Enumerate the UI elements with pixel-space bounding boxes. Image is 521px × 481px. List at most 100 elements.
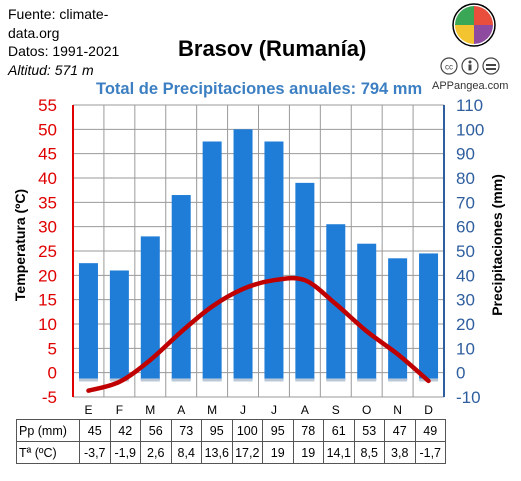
license-icons: cc (440, 57, 500, 75)
table-cell: 49 (414, 419, 446, 442)
month-label: E (84, 403, 92, 417)
bar-base (233, 378, 253, 382)
bar (109, 270, 129, 380)
bar (233, 129, 253, 380)
puzzle-logo-icon (452, 3, 496, 47)
left-tick-label: 10 (38, 315, 57, 334)
right-tick-label: 40 (456, 266, 475, 285)
bar-base (78, 378, 98, 382)
left-tick-label: 5 (48, 339, 57, 358)
table-cell: 53 (353, 419, 385, 442)
month-label: D (424, 403, 433, 417)
altitude: Altitud: 571 m (8, 61, 94, 78)
month-label: J (271, 403, 277, 417)
table-cell: 8,5 (353, 441, 385, 464)
month-label: S (332, 403, 340, 417)
table-row: Pp (mm) 45 42 56 73 95 100 95 78 61 53 47 49 (16, 419, 446, 442)
bar (202, 141, 222, 380)
temperature-line (86, 275, 431, 393)
table-cell: 61 (323, 419, 355, 442)
right-tick-label: 10 (456, 339, 475, 358)
row-header: Pp (mm) (16, 419, 80, 442)
bar (171, 195, 191, 380)
precipitation-bars (78, 129, 439, 382)
left-tick-label: 20 (38, 266, 57, 285)
right-axis-ticks: -10 0 10 20 30 40 50 60 70 80 90 100 110 (456, 96, 484, 407)
left-axis-ticks: -5 0 5 10 15 20 25 30 35 40 45 50 55 (38, 96, 57, 407)
right-tick-label: 50 (456, 242, 475, 261)
right-tick-label: 80 (456, 169, 475, 188)
right-tick-label: 60 (456, 218, 475, 237)
table-cell: -3,7 (79, 441, 111, 464)
temperature-series-line (86, 275, 431, 393)
source-info: Fuente: climate- data.org Datos: 1991-20… (8, 5, 119, 79)
left-tick-label: 40 (38, 169, 57, 188)
table-cell: 47 (384, 419, 416, 442)
chart-subtitle: Total de Precipitaciones anuales: 794 mm (96, 80, 423, 98)
right-tick-label: 20 (456, 315, 475, 334)
month-label: M (145, 403, 155, 417)
table-cell: -1,9 (109, 441, 141, 464)
bar (264, 141, 284, 380)
month-label: J (240, 403, 246, 417)
left-tick-label: 30 (38, 218, 57, 237)
table-cell: 78 (292, 419, 324, 442)
right-tick-label: 70 (456, 193, 475, 212)
right-tick-label: 0 (456, 364, 465, 383)
left-tick-label: 45 (38, 145, 57, 164)
brand-link[interactable]: APPangea.com (432, 80, 509, 92)
bar-base (357, 378, 377, 382)
table-cell: 17,2 (231, 441, 263, 464)
bar-base (264, 378, 284, 382)
month-label: O (362, 403, 371, 417)
month-label: M (207, 403, 217, 417)
right-axis-label: Precipitaciones (mm) (489, 174, 505, 316)
bar (357, 243, 377, 380)
left-tick-label: 55 (38, 96, 57, 115)
bar-base (295, 378, 315, 382)
table-cell: 100 (231, 419, 263, 442)
data-table: Pp (mm) 45 42 56 73 95 100 95 78 61 53 47 49 Tª (ºC… (16, 419, 446, 464)
chart-title: Brasov (Rumanía) (178, 36, 367, 61)
bar (419, 253, 439, 380)
month-label: N (393, 403, 402, 417)
row-header: Tª (ºC) (16, 441, 80, 464)
table-cell: 95 (201, 419, 233, 442)
bar-base (140, 378, 160, 382)
left-tick-label: 25 (38, 242, 57, 261)
left-tick-label: 15 (38, 291, 57, 310)
bar-base (171, 378, 191, 382)
left-tick-label: 50 (38, 120, 57, 139)
bar (78, 263, 98, 380)
left-axis-label: Temperatura (ºC) (12, 189, 28, 301)
table-cell: 19 (262, 441, 294, 464)
right-tick-label: -10 (456, 388, 481, 407)
left-tick-label: 35 (38, 193, 57, 212)
table-cell: 42 (109, 419, 141, 442)
table-row: Tª (ºC) -3,7 -1,9 2,6 8,4 13,6 17,2 19 19 14,1 8,… (16, 441, 446, 464)
noncommercial-icon (482, 57, 500, 75)
bar-base (202, 378, 222, 382)
table-cell: 45 (79, 419, 111, 442)
table-cell: 73 (170, 419, 202, 442)
cc-icon: cc (440, 57, 458, 75)
source-line-2: data.org (8, 24, 60, 41)
attribution-icon (461, 57, 479, 75)
left-tick-label: -5 (42, 388, 57, 407)
table-cell: 95 (262, 419, 294, 442)
table-cell: -1,7 (414, 441, 446, 464)
bar (140, 236, 160, 380)
right-tick-label: 30 (456, 291, 475, 310)
table-cell: 8,4 (170, 441, 202, 464)
month-label: A (301, 403, 309, 417)
right-tick-label: 110 (456, 96, 483, 115)
table-cell: 13,6 (201, 441, 233, 464)
source-line-3: Datos: 1991-2021 (8, 43, 120, 59)
left-tick-label: 0 (48, 364, 57, 383)
table-cell: 3,8 (384, 441, 416, 464)
source-line-1: Fuente: climate- (8, 6, 109, 22)
right-tick-label: 90 (456, 145, 475, 164)
table-cell: 2,6 (140, 441, 172, 464)
